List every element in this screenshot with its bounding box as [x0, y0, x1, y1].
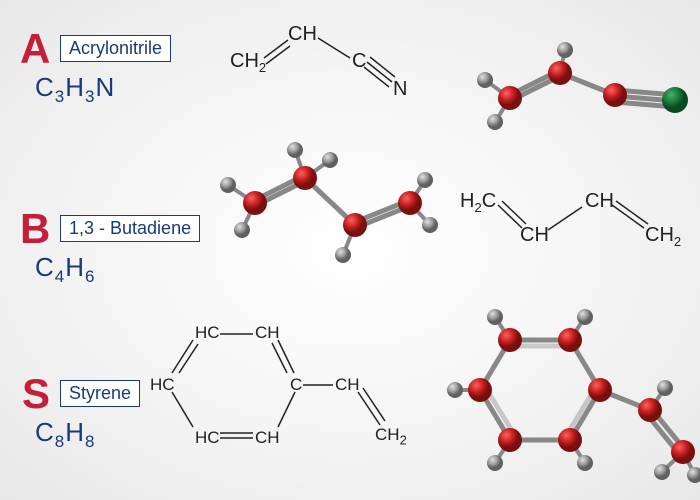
- name-butadiene: 1,3 - Butadiene: [60, 215, 200, 242]
- model-a: [460, 40, 700, 140]
- formula-b: C4H6: [35, 252, 96, 287]
- model-b: [200, 130, 450, 290]
- name-acrylonitrile: Acrylonitrile: [60, 35, 171, 62]
- letter-s: S: [22, 370, 50, 418]
- formula-s: C8H8: [35, 417, 96, 452]
- letter-b: B: [20, 205, 50, 253]
- name-styrene: Styrene: [60, 380, 140, 407]
- formula-a: C3H3N: [35, 72, 115, 107]
- model-s: [440, 300, 700, 500]
- struct-a: CH2 CH C N: [230, 20, 440, 110]
- struct-b: H2C CH CH CH2: [460, 190, 690, 270]
- struct-s: HC CH HC C HC CH CH CH2: [150, 320, 430, 490]
- letter-a: A: [20, 25, 50, 73]
